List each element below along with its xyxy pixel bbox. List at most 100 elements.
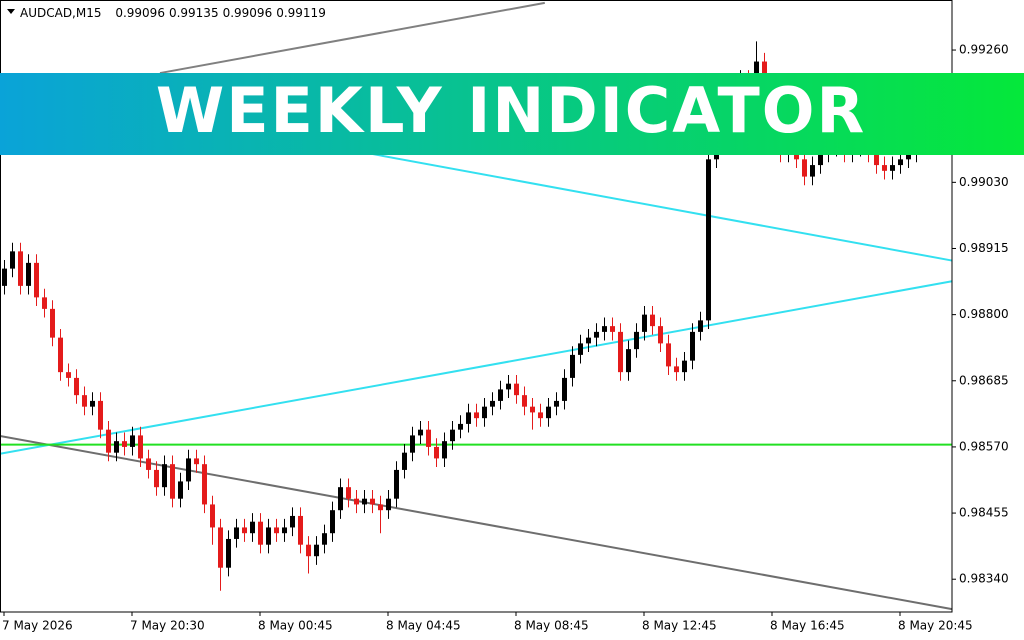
candle-body (98, 400, 103, 430)
candle-body (186, 458, 191, 482)
candle-body (546, 406, 551, 419)
candle-body (106, 429, 111, 453)
candle-body (802, 159, 807, 177)
candle-body (466, 412, 471, 424)
candle-body (290, 515, 295, 528)
candle-body (154, 469, 159, 488)
candle-body (202, 464, 207, 505)
y-tick-label: 0.98800 (959, 307, 1009, 321)
candle-body (42, 297, 47, 309)
candle-body (482, 406, 487, 419)
candle-body (666, 343, 671, 367)
y-tick-label: 0.98685 (959, 373, 1009, 387)
candle-body (690, 331, 695, 361)
candle-body (594, 331, 599, 338)
candle-body (434, 446, 439, 459)
candle-body (570, 354, 575, 378)
candle-body (338, 487, 343, 511)
banner (0, 73, 1024, 155)
candle-body (322, 533, 327, 545)
candle-body (162, 464, 167, 488)
candle-body (90, 400, 95, 407)
candle-body (490, 400, 495, 407)
candle-body (586, 337, 591, 344)
candle-body (66, 372, 71, 378)
candle-body (426, 429, 431, 447)
candle-body (362, 498, 367, 505)
candle-body (194, 458, 199, 465)
candle-body (474, 412, 479, 419)
y-tick-label: 0.98570 (959, 439, 1009, 453)
candle-body (82, 395, 87, 407)
y-tick-label: 0.99030 (959, 175, 1009, 189)
y-tick-label: 0.99260 (959, 43, 1009, 57)
candle-body (626, 349, 631, 373)
candle-body (354, 498, 359, 505)
candle-body (890, 165, 895, 171)
candle-body (554, 400, 559, 407)
candle-body (18, 251, 23, 286)
candle-body (506, 383, 511, 390)
x-tick-label: 8 May 12:45 (642, 619, 717, 633)
y-tick-label: 0.98915 (959, 241, 1009, 255)
candle-body (674, 366, 679, 373)
candle-body (58, 337, 63, 373)
candle-body (274, 527, 279, 534)
candle-body (514, 383, 519, 396)
trendline (0, 435, 953, 611)
candle-body (658, 326, 663, 344)
candle-body (442, 441, 447, 459)
banner-title: WEEKLY INDICATOR (156, 74, 866, 147)
candle-body (210, 504, 215, 528)
candle-body (146, 458, 151, 470)
symbol: AUDCAD,M15 (20, 6, 102, 20)
candle-body (122, 441, 127, 447)
candle-body (218, 527, 223, 568)
candle-body (882, 165, 887, 171)
candle-body (2, 268, 7, 286)
candle-body (114, 441, 119, 453)
x-tick-label: 8 May 08:45 (514, 619, 589, 633)
x-tick-label: 8 May 16:45 (770, 619, 845, 633)
plot-frame (0, 0, 953, 613)
candle-body (298, 515, 303, 545)
candle-body (530, 406, 535, 413)
candle-body (538, 412, 543, 419)
candle-body (906, 153, 911, 160)
candle-body (410, 435, 415, 453)
quote-value: 0.99096 (115, 6, 165, 20)
candle-body (418, 429, 423, 436)
candle-body (138, 435, 143, 459)
candle-body (170, 464, 175, 499)
candle-body (378, 504, 383, 511)
quote-value: 0.99135 (169, 6, 219, 20)
candle-body (178, 481, 183, 499)
candle-body (234, 527, 239, 539)
y-tick-label: 0.98340 (959, 572, 1009, 586)
candle-body (602, 326, 607, 332)
trendline (0, 280, 953, 455)
x-tick-label: 7 May 2026 (2, 619, 73, 633)
candle-body (26, 262, 31, 286)
candle-body (578, 343, 583, 355)
candle-body (818, 153, 823, 166)
candle-body (450, 429, 455, 442)
candle-body (370, 498, 375, 505)
candle-body (226, 538, 231, 568)
candle-body (346, 487, 351, 499)
candle-body (458, 423, 463, 430)
dropdown-icon[interactable] (7, 9, 15, 14)
candle-body (642, 314, 647, 332)
candle-body (258, 521, 263, 545)
symbol-header: AUDCAD,M15 0.99096 0.99135 0.99096 0.99119 (20, 6, 326, 20)
candle-body (34, 262, 39, 298)
candle-body (74, 377, 79, 396)
candle-body (330, 510, 335, 534)
candle-body (306, 544, 311, 557)
candle-body (610, 326, 615, 332)
candle-body (266, 527, 271, 545)
candle-body (386, 498, 391, 511)
candle-body (314, 544, 319, 557)
candle-body (562, 377, 567, 401)
